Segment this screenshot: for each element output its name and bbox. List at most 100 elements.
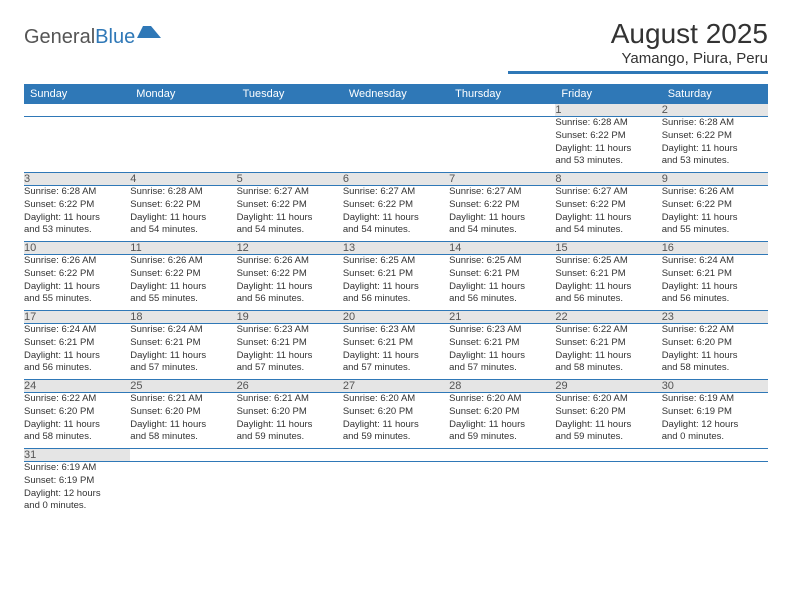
sunset-text: Sunset: 6:19 PM <box>662 406 768 419</box>
sunrise-text: Sunrise: 6:24 AM <box>662 255 768 268</box>
day-number-cell: 5 <box>237 173 343 186</box>
day-number-cell: 16 <box>662 242 768 255</box>
daylight-text-2: and 0 minutes. <box>662 431 768 444</box>
daylight-text-1: Daylight: 11 hours <box>343 419 449 432</box>
detail-row: Sunrise: 6:26 AMSunset: 6:22 PMDaylight:… <box>24 255 768 311</box>
sunrise-text: Sunrise: 6:28 AM <box>24 186 130 199</box>
sunset-text: Sunset: 6:22 PM <box>130 268 236 281</box>
sunset-text: Sunset: 6:21 PM <box>343 337 449 350</box>
daylight-text-1: Daylight: 11 hours <box>24 350 130 363</box>
sunrise-text: Sunrise: 6:24 AM <box>24 324 130 337</box>
title-block: August 2025 Yamango, Piura, Peru <box>508 18 768 74</box>
day-detail-cell: Sunrise: 6:24 AMSunset: 6:21 PMDaylight:… <box>662 255 768 311</box>
daylight-text-2: and 54 minutes. <box>130 224 236 237</box>
daylight-text-1: Daylight: 11 hours <box>555 143 661 156</box>
day-number-cell: 8 <box>555 173 661 186</box>
logo-flag-icon <box>137 24 161 40</box>
day-number-cell: 13 <box>343 242 449 255</box>
sunset-text: Sunset: 6:22 PM <box>237 268 343 281</box>
sunset-text: Sunset: 6:22 PM <box>130 199 236 212</box>
day-detail-cell: Sunrise: 6:28 AMSunset: 6:22 PMDaylight:… <box>130 186 236 242</box>
daylight-text-1: Daylight: 11 hours <box>24 419 130 432</box>
day-detail-cell <box>24 117 130 173</box>
daylight-text-1: Daylight: 11 hours <box>130 419 236 432</box>
daylight-text-2: and 58 minutes. <box>24 431 130 444</box>
calendar-table: Sunday Monday Tuesday Wednesday Thursday… <box>24 84 768 518</box>
daylight-text-2: and 59 minutes. <box>449 431 555 444</box>
day-detail-cell <box>237 117 343 173</box>
sunset-text: Sunset: 6:22 PM <box>662 130 768 143</box>
sunrise-text: Sunrise: 6:25 AM <box>449 255 555 268</box>
daynum-row: 10111213141516 <box>24 242 768 255</box>
day-detail-cell: Sunrise: 6:20 AMSunset: 6:20 PMDaylight:… <box>555 393 661 449</box>
day-detail-cell: Sunrise: 6:20 AMSunset: 6:20 PMDaylight:… <box>343 393 449 449</box>
daylight-text-2: and 58 minutes. <box>555 362 661 375</box>
day-detail-cell <box>130 117 236 173</box>
day-number-cell: 20 <box>343 311 449 324</box>
daylight-text-1: Daylight: 11 hours <box>555 212 661 225</box>
day-detail-cell: Sunrise: 6:23 AMSunset: 6:21 PMDaylight:… <box>449 324 555 380</box>
sunset-text: Sunset: 6:20 PM <box>662 337 768 350</box>
day-detail-cell: Sunrise: 6:23 AMSunset: 6:21 PMDaylight:… <box>343 324 449 380</box>
detail-row: Sunrise: 6:22 AMSunset: 6:20 PMDaylight:… <box>24 393 768 449</box>
day-detail-cell: Sunrise: 6:28 AMSunset: 6:22 PMDaylight:… <box>24 186 130 242</box>
sunrise-text: Sunrise: 6:27 AM <box>555 186 661 199</box>
sunset-text: Sunset: 6:22 PM <box>24 268 130 281</box>
day-detail-cell <box>343 462 449 518</box>
sunset-text: Sunset: 6:20 PM <box>449 406 555 419</box>
daylight-text-1: Daylight: 11 hours <box>449 419 555 432</box>
daylight-text-1: Daylight: 12 hours <box>24 488 130 501</box>
sunrise-text: Sunrise: 6:22 AM <box>555 324 661 337</box>
daylight-text-2: and 56 minutes. <box>343 293 449 306</box>
daynum-row: 24252627282930 <box>24 380 768 393</box>
daylight-text-2: and 57 minutes. <box>130 362 236 375</box>
day-detail-cell: Sunrise: 6:27 AMSunset: 6:22 PMDaylight:… <box>237 186 343 242</box>
daylight-text-1: Daylight: 12 hours <box>662 419 768 432</box>
day-detail-cell: Sunrise: 6:26 AMSunset: 6:22 PMDaylight:… <box>662 186 768 242</box>
sunrise-text: Sunrise: 6:26 AM <box>24 255 130 268</box>
day-header: Sunday <box>24 84 130 104</box>
day-detail-cell: Sunrise: 6:27 AMSunset: 6:22 PMDaylight:… <box>449 186 555 242</box>
day-number-cell <box>343 449 449 462</box>
day-number-cell: 24 <box>24 380 130 393</box>
sunrise-text: Sunrise: 6:25 AM <box>555 255 661 268</box>
daylight-text-2: and 55 minutes. <box>24 293 130 306</box>
daylight-text-1: Daylight: 11 hours <box>449 350 555 363</box>
day-detail-cell: Sunrise: 6:22 AMSunset: 6:20 PMDaylight:… <box>24 393 130 449</box>
day-number-cell: 19 <box>237 311 343 324</box>
daylight-text-1: Daylight: 11 hours <box>343 281 449 294</box>
day-detail-cell <box>130 462 236 518</box>
sunset-text: Sunset: 6:19 PM <box>24 475 130 488</box>
daylight-text-1: Daylight: 11 hours <box>237 281 343 294</box>
sunrise-text: Sunrise: 6:20 AM <box>343 393 449 406</box>
day-number-cell: 28 <box>449 380 555 393</box>
day-detail-cell: Sunrise: 6:22 AMSunset: 6:21 PMDaylight:… <box>555 324 661 380</box>
day-number-cell: 10 <box>24 242 130 255</box>
day-number-cell: 29 <box>555 380 661 393</box>
daylight-text-2: and 59 minutes. <box>555 431 661 444</box>
daylight-text-1: Daylight: 11 hours <box>130 350 236 363</box>
day-detail-cell <box>662 462 768 518</box>
day-detail-cell: Sunrise: 6:22 AMSunset: 6:20 PMDaylight:… <box>662 324 768 380</box>
logo: GeneralBlue <box>24 18 161 50</box>
day-number-cell <box>662 449 768 462</box>
daylight-text-2: and 53 minutes. <box>555 155 661 168</box>
daylight-text-1: Daylight: 11 hours <box>237 212 343 225</box>
sunrise-text: Sunrise: 6:28 AM <box>130 186 236 199</box>
sunrise-text: Sunrise: 6:28 AM <box>555 117 661 130</box>
day-detail-cell <box>449 462 555 518</box>
day-number-cell: 25 <box>130 380 236 393</box>
daylight-text-2: and 58 minutes. <box>662 362 768 375</box>
logo-text-blue: Blue <box>95 26 135 49</box>
day-number-cell: 6 <box>343 173 449 186</box>
day-number-cell: 2 <box>662 104 768 117</box>
day-header-row: Sunday Monday Tuesday Wednesday Thursday… <box>24 84 768 104</box>
day-detail-cell: Sunrise: 6:25 AMSunset: 6:21 PMDaylight:… <box>555 255 661 311</box>
day-detail-cell: Sunrise: 6:25 AMSunset: 6:21 PMDaylight:… <box>343 255 449 311</box>
day-header: Tuesday <box>237 84 343 104</box>
day-number-cell <box>237 449 343 462</box>
sunset-text: Sunset: 6:22 PM <box>343 199 449 212</box>
daylight-text-2: and 55 minutes. <box>662 224 768 237</box>
day-detail-cell <box>555 462 661 518</box>
daylight-text-1: Daylight: 11 hours <box>662 212 768 225</box>
